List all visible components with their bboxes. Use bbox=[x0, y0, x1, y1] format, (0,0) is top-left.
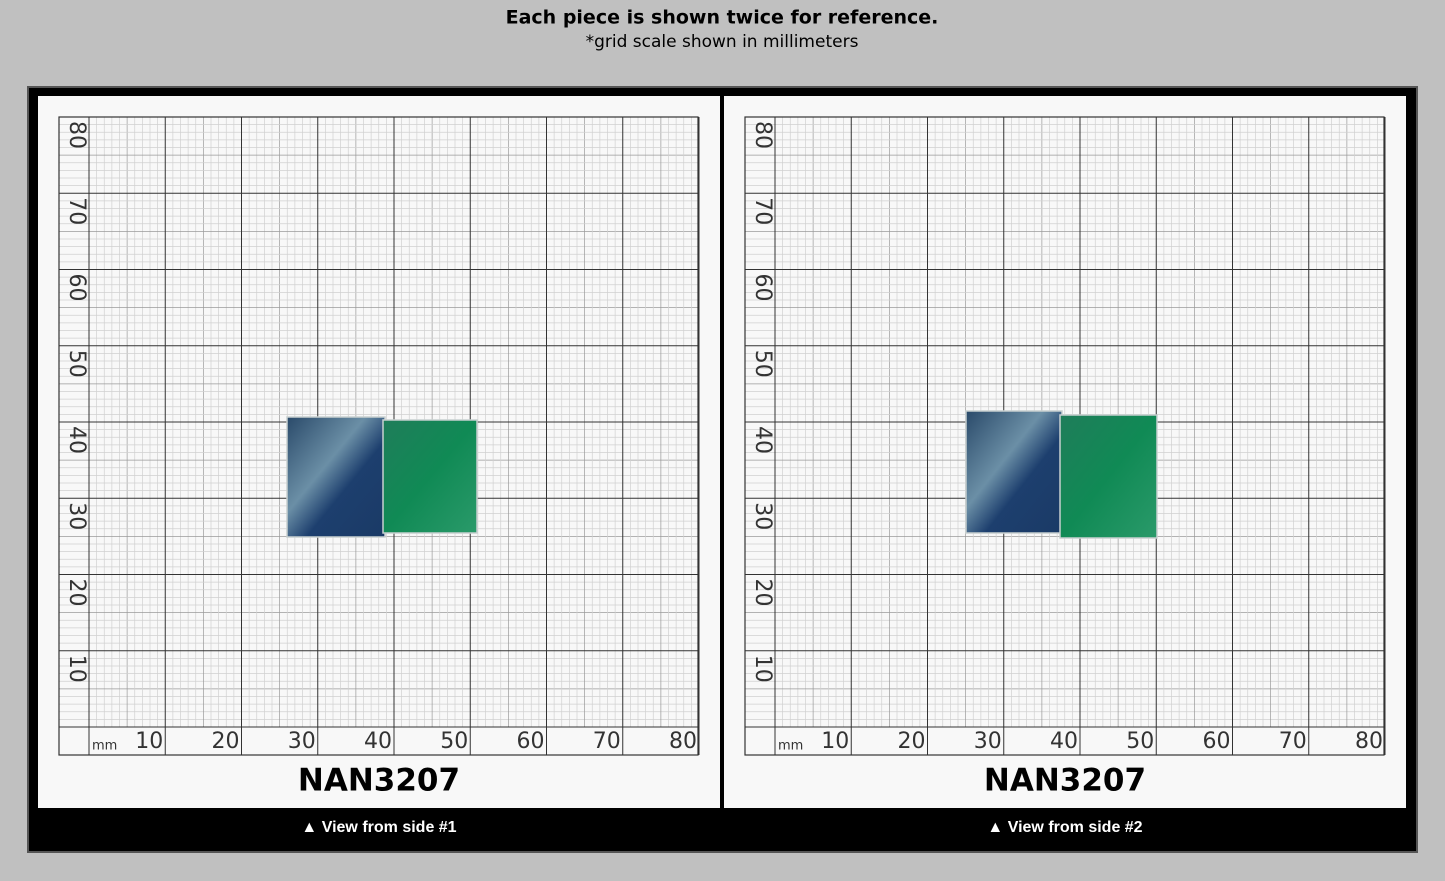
unit-label: mm bbox=[92, 739, 117, 754]
x-label: 30 bbox=[288, 729, 316, 754]
unit-label: mm bbox=[778, 739, 803, 754]
y-label: 30 bbox=[64, 502, 89, 530]
y-label: 70 bbox=[64, 197, 89, 225]
x-label: 80 bbox=[1355, 729, 1383, 754]
y-label: 50 bbox=[750, 350, 775, 378]
y-label: 30 bbox=[750, 502, 775, 530]
gem-piece bbox=[965, 410, 1063, 534]
gem-piece bbox=[286, 416, 386, 538]
y-label: 10 bbox=[750, 655, 775, 683]
x-label: 70 bbox=[593, 729, 621, 754]
x-label: 80 bbox=[669, 729, 697, 754]
x-label: 70 bbox=[1279, 729, 1307, 754]
caption: ▲ View from side #2 bbox=[987, 819, 1142, 836]
caption: ▲ View from side #1 bbox=[301, 819, 456, 836]
gem-piece bbox=[382, 419, 478, 534]
grid-border bbox=[744, 116, 1385, 756]
y-label: 20 bbox=[64, 579, 89, 607]
gem-piece bbox=[1059, 414, 1158, 539]
y-label: 80 bbox=[750, 121, 775, 149]
x-label: 20 bbox=[898, 729, 926, 754]
title: Each piece is shown twice for reference. bbox=[506, 7, 939, 29]
y-label: 20 bbox=[750, 579, 775, 607]
x-label: 20 bbox=[212, 729, 240, 754]
x-label: 50 bbox=[1126, 729, 1154, 754]
x-label: 40 bbox=[1050, 729, 1078, 754]
y-label: 70 bbox=[750, 197, 775, 225]
x-label: 10 bbox=[821, 729, 849, 754]
y-label: 40 bbox=[64, 426, 89, 454]
y-label: 80 bbox=[64, 121, 89, 149]
x-label: 60 bbox=[517, 729, 545, 754]
y-label: 40 bbox=[750, 426, 775, 454]
y-label: 50 bbox=[64, 350, 89, 378]
product-code: NAN3207 bbox=[984, 763, 1146, 799]
y-label: 60 bbox=[750, 274, 775, 302]
y-label: 60 bbox=[64, 274, 89, 302]
x-label: 30 bbox=[974, 729, 1002, 754]
y-label: 10 bbox=[64, 655, 89, 683]
grid-border bbox=[58, 116, 699, 756]
product-code: NAN3207 bbox=[298, 763, 460, 799]
subtitle: *grid scale shown in millimeters bbox=[586, 32, 859, 52]
x-label: 60 bbox=[1203, 729, 1231, 754]
x-label: 40 bbox=[364, 729, 392, 754]
x-label: 10 bbox=[135, 729, 163, 754]
x-label: 50 bbox=[440, 729, 468, 754]
